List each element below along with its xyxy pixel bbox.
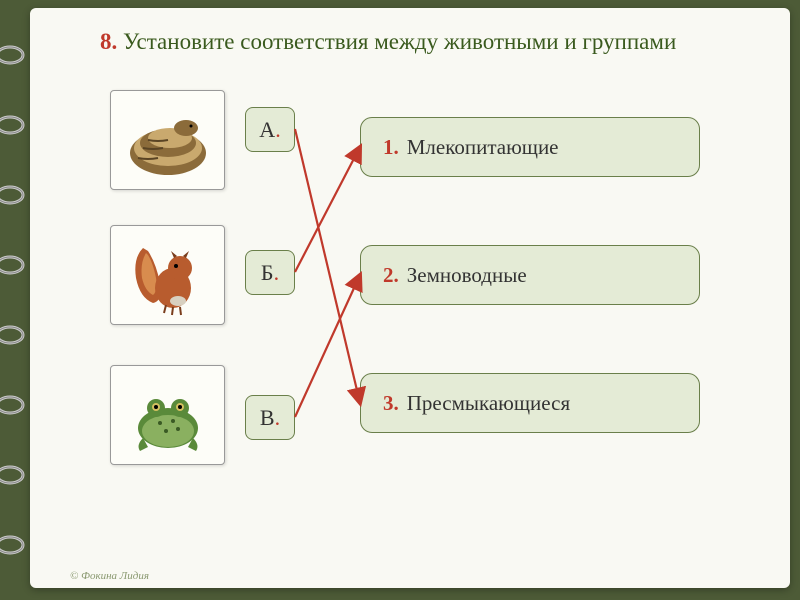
question-text: 8. Установите соответствия между животны… [100, 26, 750, 57]
ring-icon [0, 394, 26, 416]
matching-area: А. Б. В. 1. Млекопитающие 2. Земноводные… [100, 75, 750, 515]
ring-icon [0, 114, 26, 136]
letter-box-b[interactable]: Б. [245, 250, 295, 295]
group-box-3[interactable]: 3. Пресмыкающиеся [360, 373, 700, 433]
ring-icon [0, 44, 26, 66]
ring-icon [0, 464, 26, 486]
group-box-2[interactable]: 2. Земноводные [360, 245, 700, 305]
snake-icon [118, 98, 218, 183]
ring-icon [0, 324, 26, 346]
ring-icon [0, 184, 26, 206]
letter-box-a[interactable]: А. [245, 107, 295, 152]
animal-card-squirrel[interactable] [110, 225, 225, 325]
ring-icon [0, 254, 26, 276]
squirrel-icon [118, 233, 218, 318]
letter-label: А [259, 117, 275, 143]
frog-icon [118, 373, 218, 458]
ring-icon [0, 534, 26, 556]
group-box-1[interactable]: 1. Млекопитающие [360, 117, 700, 177]
group-number: 3. [383, 391, 399, 416]
group-number: 1. [383, 135, 399, 160]
animal-card-snake[interactable] [110, 90, 225, 190]
group-label: Пресмыкающиеся [407, 391, 570, 416]
question-body: Установите соответствия между животными … [123, 29, 676, 54]
animal-card-frog[interactable] [110, 365, 225, 465]
worksheet-page: 8. Установите соответствия между животны… [30, 8, 790, 588]
group-label: Земноводные [407, 263, 527, 288]
question-number: 8. [100, 29, 117, 54]
group-number: 2. [383, 263, 399, 288]
group-label: Млекопитающие [407, 135, 559, 160]
letter-label: Б [261, 260, 274, 286]
letter-box-v[interactable]: В. [245, 395, 295, 440]
letter-label: В [260, 405, 275, 431]
copyright-text: © Фокина Лидия [70, 570, 149, 582]
